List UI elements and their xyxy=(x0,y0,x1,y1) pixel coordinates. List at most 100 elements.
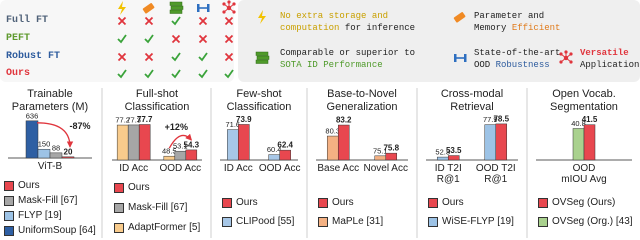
annotation: -87% xyxy=(69,121,90,131)
value-label: 20 xyxy=(64,147,73,156)
legend-swatch xyxy=(222,217,232,227)
bar xyxy=(385,152,398,161)
icon-shape xyxy=(256,55,270,60)
x-tick-label: ID Acc xyxy=(223,163,253,174)
value-label: 71.6 xyxy=(226,120,241,129)
bar xyxy=(279,149,291,161)
highlight-text: SOTA ID Performance xyxy=(280,60,383,70)
legend-label: OVSeg (Ours) xyxy=(552,197,616,208)
bar xyxy=(326,135,339,161)
value-label: 77.9 xyxy=(483,115,498,124)
x-tick-label: Base Acc xyxy=(317,163,360,174)
cross-mark xyxy=(144,52,154,62)
icon-shape xyxy=(464,54,467,62)
legend-label: Ours xyxy=(442,197,464,208)
method-name: Full FT xyxy=(6,15,49,26)
icon xyxy=(453,12,466,23)
icon-shape xyxy=(232,2,236,6)
x-tick-label: OOD T2I R@1 xyxy=(475,163,516,185)
legend-label: Mask-Fill [67] xyxy=(18,195,78,206)
legend-label: Ours xyxy=(18,180,40,191)
icon-shape xyxy=(455,57,465,59)
value-label: 53.5 xyxy=(446,146,462,155)
annotation: +12% xyxy=(165,122,188,132)
check-mark xyxy=(117,69,127,79)
x-tick-label: OOD Acc xyxy=(159,163,202,174)
bar xyxy=(447,155,460,161)
legend-label: Ours xyxy=(236,197,258,208)
value-label: 73.9 xyxy=(236,115,252,124)
property-text-part: Parameter and Memory xyxy=(474,11,545,33)
check-mark xyxy=(144,34,154,44)
icon-shape xyxy=(118,1,126,15)
icon-shape xyxy=(232,10,236,14)
icon xyxy=(559,50,573,64)
property-box xyxy=(238,0,640,82)
check-mark xyxy=(117,34,127,44)
bar xyxy=(495,123,508,161)
bar xyxy=(337,124,350,161)
bar xyxy=(61,156,75,159)
icon-shape xyxy=(559,52,563,56)
highlight-text: Robustness xyxy=(495,60,550,70)
legend-swatch xyxy=(318,198,328,208)
legend-swatch xyxy=(318,217,328,227)
x-tick-label: OOD mIOU Avg xyxy=(561,163,607,185)
icon xyxy=(222,0,236,14)
value-label: 77.3 xyxy=(126,115,141,124)
property-text: State-of-the-art OOD Robustness xyxy=(474,47,564,71)
highlight-text: Efficient xyxy=(511,23,561,33)
icon-shape xyxy=(207,4,210,12)
value-label: 53.1 xyxy=(173,142,188,151)
check-mark xyxy=(171,52,181,62)
method-name: Robust FT xyxy=(6,51,61,62)
icon-shape xyxy=(569,60,573,64)
bar xyxy=(49,152,63,159)
check-mark xyxy=(198,69,208,79)
legend-swatch xyxy=(4,226,14,236)
chart-title: Cross-modal Retrieval xyxy=(440,88,504,113)
bar xyxy=(227,129,239,161)
cross-mark xyxy=(224,16,234,26)
method-name: Ours xyxy=(6,68,31,79)
bar xyxy=(25,120,39,159)
value-label: 150 xyxy=(38,140,51,149)
chart-title: Open Vocab. Segmentation xyxy=(550,88,618,113)
icon-shape xyxy=(227,0,231,4)
legend-swatch xyxy=(4,196,14,206)
x-tick-label: Novel Acc xyxy=(363,163,408,174)
legend-label: WiSE-FLYP [19] xyxy=(442,216,514,227)
check-mark xyxy=(144,69,154,79)
bar xyxy=(37,148,51,159)
x-tick-label: ID Acc xyxy=(119,163,149,174)
bar xyxy=(185,149,198,161)
value-label: 75.8 xyxy=(383,144,399,153)
value-label: 80.3 xyxy=(325,127,340,136)
property-text-part: for inference xyxy=(339,23,416,33)
bar xyxy=(583,124,596,161)
value-label: 83.2 xyxy=(336,116,352,125)
icon-shape xyxy=(255,51,269,56)
value-label: 77.7 xyxy=(137,115,153,124)
icon xyxy=(118,1,126,15)
icon-shape xyxy=(142,3,155,14)
value-label: 48.5 xyxy=(162,147,177,156)
cross-mark xyxy=(117,16,127,26)
legend-swatch xyxy=(222,198,232,208)
check-mark xyxy=(171,69,181,79)
legend-label: MaPLe [31] xyxy=(332,216,384,227)
legend-swatch xyxy=(428,198,438,208)
bar xyxy=(238,124,250,161)
legend-label: Ours xyxy=(128,182,150,193)
chart-title: Trainable Parameters (M) xyxy=(11,88,89,113)
value-label: 40.8 xyxy=(571,119,586,128)
cross-mark xyxy=(144,16,154,26)
icon-shape xyxy=(170,5,184,10)
property-text-part: Application xyxy=(580,60,640,70)
value-label: 41.5 xyxy=(582,115,598,124)
icon xyxy=(255,51,270,64)
value-label: 52.3 xyxy=(435,148,450,157)
legend-label: UniformSoup [64] xyxy=(18,225,96,236)
